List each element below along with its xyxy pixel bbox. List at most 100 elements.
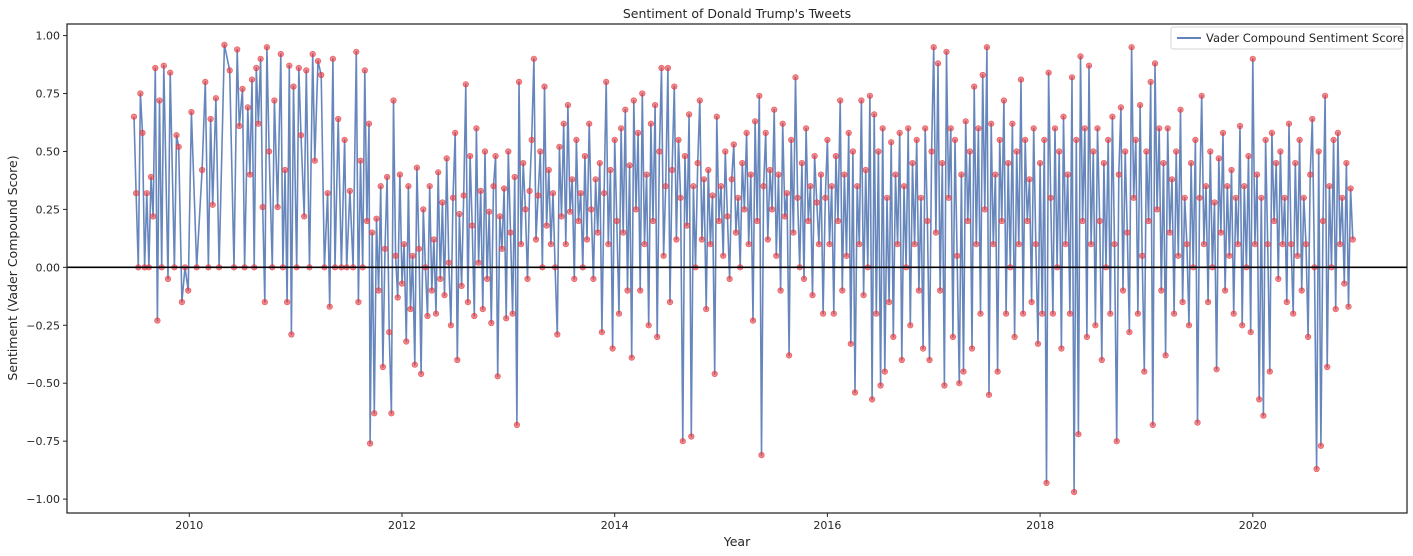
data-point bbox=[1307, 171, 1314, 178]
data-point bbox=[592, 176, 599, 183]
data-point bbox=[537, 148, 544, 155]
data-point bbox=[1343, 160, 1350, 167]
data-point bbox=[1151, 60, 1159, 67]
data-point bbox=[1032, 241, 1039, 248]
data-point bbox=[505, 148, 512, 155]
x-tick-label: 2012 bbox=[388, 519, 416, 532]
data-point bbox=[534, 192, 542, 199]
data-point bbox=[1277, 148, 1284, 155]
data-point bbox=[1202, 183, 1210, 190]
x-tick-label: 2020 bbox=[1239, 519, 1267, 532]
data-point bbox=[934, 60, 942, 67]
data-point bbox=[1022, 136, 1029, 143]
data-point bbox=[1119, 287, 1127, 294]
data-point bbox=[467, 153, 474, 160]
data-point bbox=[894, 241, 901, 248]
data-point bbox=[437, 275, 444, 283]
data-point bbox=[286, 62, 293, 69]
data-point bbox=[939, 160, 946, 167]
data-point bbox=[515, 78, 523, 85]
data-point bbox=[326, 303, 333, 310]
data-point bbox=[207, 115, 214, 123]
data-point bbox=[246, 171, 253, 178]
data-point bbox=[428, 287, 435, 294]
data-point bbox=[346, 187, 354, 194]
data-point bbox=[1124, 229, 1131, 236]
data-point bbox=[826, 241, 833, 248]
data-point bbox=[1139, 252, 1146, 259]
data-point bbox=[758, 452, 765, 459]
data-point bbox=[873, 310, 880, 317]
data-point bbox=[1041, 136, 1048, 143]
data-point bbox=[1015, 241, 1022, 248]
data-point bbox=[460, 192, 467, 199]
data-point bbox=[973, 241, 980, 248]
data-point bbox=[666, 299, 674, 306]
legend-label: Vader Compound Sentiment Score bbox=[1206, 31, 1404, 45]
data-point bbox=[1304, 333, 1312, 341]
data-point bbox=[488, 319, 495, 327]
data-point bbox=[775, 171, 782, 178]
data-point bbox=[1036, 160, 1044, 167]
data-point bbox=[854, 183, 861, 190]
data-point bbox=[843, 252, 850, 259]
data-point bbox=[188, 108, 195, 116]
data-point bbox=[520, 160, 527, 167]
data-point bbox=[318, 71, 325, 79]
data-point bbox=[626, 162, 633, 169]
data-point bbox=[1236, 122, 1244, 130]
data-point bbox=[992, 171, 999, 178]
data-point bbox=[751, 118, 759, 125]
data-point bbox=[594, 229, 601, 236]
data-point bbox=[847, 340, 854, 347]
data-point bbox=[392, 252, 399, 259]
data-point bbox=[547, 241, 555, 248]
data-point bbox=[1024, 217, 1031, 225]
data-point bbox=[365, 120, 373, 127]
data-point bbox=[490, 183, 497, 190]
data-point bbox=[656, 148, 663, 155]
data-point bbox=[890, 333, 897, 341]
data-point bbox=[705, 166, 712, 174]
data-point bbox=[1034, 340, 1042, 347]
data-point bbox=[979, 71, 986, 79]
data-point bbox=[596, 160, 603, 167]
data-point bbox=[747, 171, 754, 178]
data-point bbox=[1239, 322, 1246, 329]
data-point bbox=[722, 148, 729, 155]
data-point bbox=[1115, 171, 1122, 178]
data-point bbox=[439, 199, 446, 206]
data-point bbox=[673, 236, 680, 243]
data-point bbox=[1153, 206, 1161, 213]
data-point bbox=[956, 380, 963, 387]
data-point bbox=[558, 213, 565, 220]
data-point bbox=[1164, 125, 1171, 132]
data-point bbox=[807, 183, 814, 190]
data-point bbox=[845, 129, 852, 136]
data-point bbox=[564, 101, 572, 109]
data-point bbox=[541, 83, 548, 90]
data-point bbox=[924, 217, 931, 225]
data-point bbox=[288, 331, 295, 338]
data-point bbox=[713, 113, 720, 120]
data-point bbox=[566, 208, 574, 215]
data-point bbox=[212, 95, 219, 102]
data-point bbox=[1145, 217, 1152, 225]
data-point bbox=[628, 354, 635, 361]
data-point bbox=[913, 136, 920, 143]
data-point bbox=[830, 310, 837, 317]
data-point bbox=[1105, 136, 1112, 143]
data-point bbox=[1045, 69, 1052, 76]
data-point bbox=[960, 368, 967, 375]
data-point bbox=[1017, 76, 1025, 83]
data-point bbox=[951, 136, 959, 143]
data-point bbox=[634, 129, 642, 136]
data-point bbox=[728, 176, 735, 183]
data-point bbox=[458, 282, 465, 290]
data-point bbox=[1136, 101, 1144, 109]
data-point bbox=[1185, 322, 1193, 329]
data-point bbox=[632, 206, 640, 213]
data-point bbox=[311, 157, 318, 164]
data-point bbox=[911, 241, 918, 248]
data-point bbox=[800, 275, 808, 283]
